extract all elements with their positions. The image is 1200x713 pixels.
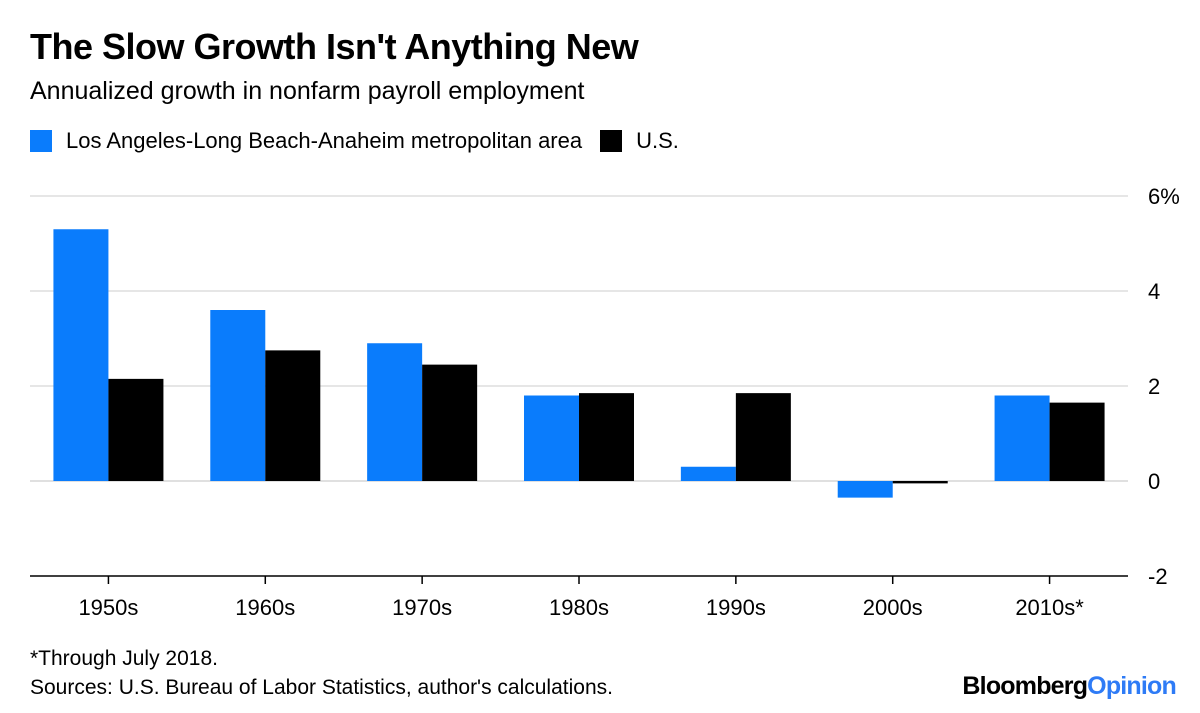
y-tick-label: 0 bbox=[1148, 469, 1160, 494]
bar bbox=[1049, 402, 1105, 481]
legend-swatch-la bbox=[30, 130, 52, 152]
legend-label-la: Los Angeles-Long Beach-Anaheim metropoli… bbox=[66, 128, 583, 153]
x-tick-label: 1970s bbox=[392, 595, 452, 620]
bar bbox=[210, 310, 266, 481]
y-tick-label: -2 bbox=[1148, 564, 1168, 589]
bar bbox=[680, 466, 736, 481]
bar bbox=[735, 393, 791, 481]
y-tick-label: 4 bbox=[1148, 279, 1160, 304]
legend-label-us: U.S. bbox=[636, 128, 679, 153]
footnote: *Through July 2018. bbox=[30, 647, 218, 670]
legend: Los Angeles-Long Beach-Anaheim metropoli… bbox=[30, 128, 697, 154]
bar bbox=[265, 350, 321, 481]
bar bbox=[579, 393, 634, 481]
legend-item-la: Los Angeles-Long Beach-Anaheim metropoli… bbox=[30, 128, 582, 154]
y-tick-label: 2 bbox=[1148, 374, 1160, 399]
source-note: Sources: U.S. Bureau of Labor Statistics… bbox=[30, 676, 613, 699]
x-tick-label: 1990s bbox=[706, 595, 766, 620]
chart-title: The Slow Growth Isn't Anything New bbox=[30, 26, 639, 67]
logo-opinion: Opinion bbox=[1087, 672, 1177, 700]
bar bbox=[892, 481, 948, 484]
logo-bloomberg: Bloomberg bbox=[962, 672, 1088, 700]
chart-subtitle: Annualized growth in nonfarm payroll emp… bbox=[30, 77, 585, 105]
y-tick-label: 6% bbox=[1148, 184, 1180, 209]
x-tick-label: 2000s bbox=[863, 595, 923, 620]
bar bbox=[108, 378, 164, 481]
bloomberg-opinion-logo: BloombergOpinion bbox=[962, 672, 1176, 701]
bar bbox=[837, 481, 893, 498]
bar bbox=[367, 343, 423, 481]
x-tick-label: 1960s bbox=[235, 595, 295, 620]
bar bbox=[53, 229, 109, 481]
x-tick-label: 2010s* bbox=[1015, 595, 1084, 620]
bar bbox=[994, 395, 1050, 481]
legend-swatch-us bbox=[600, 130, 623, 152]
x-tick-label: 1980s bbox=[549, 595, 609, 620]
x-tick-label: 1950s bbox=[78, 595, 138, 620]
bar bbox=[422, 364, 478, 481]
legend-item-us: U.S. bbox=[600, 128, 679, 154]
bar bbox=[524, 395, 579, 481]
